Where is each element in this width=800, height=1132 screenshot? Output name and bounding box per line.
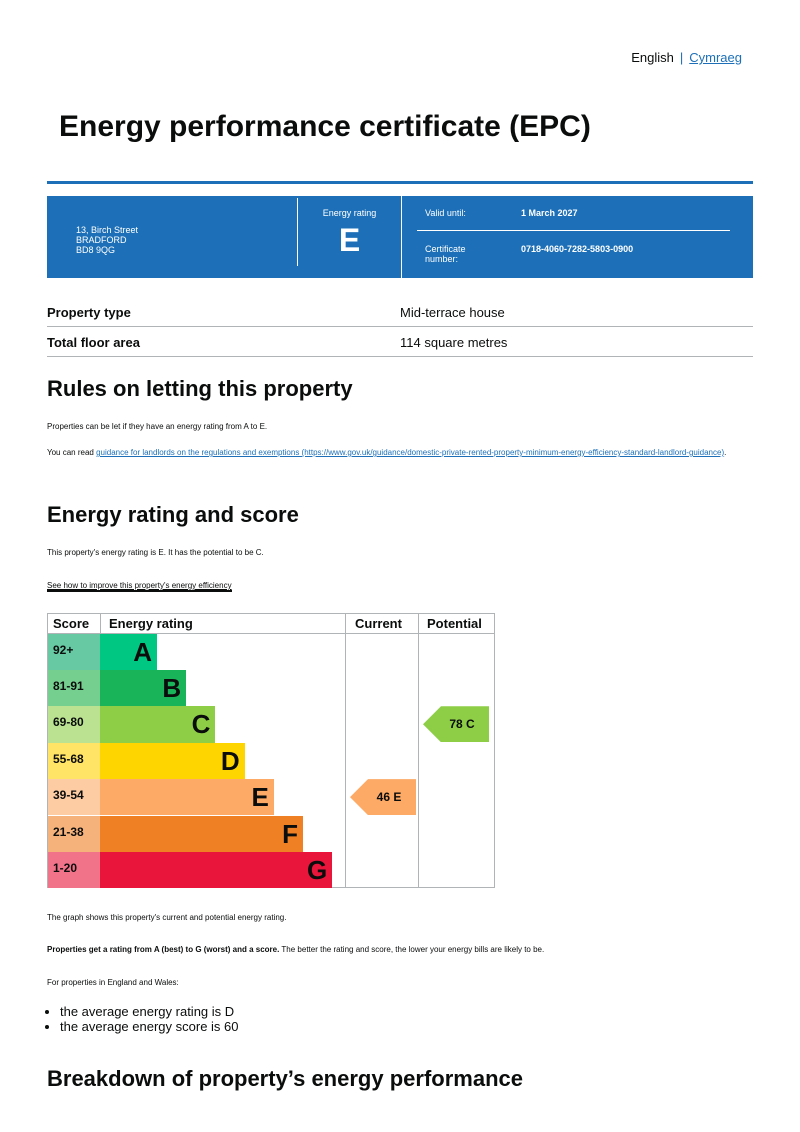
address-line: BD8 9QG bbox=[76, 245, 116, 255]
band-score: 69-80 bbox=[48, 706, 100, 743]
header-score: Score bbox=[53, 616, 90, 631]
letting-heading: Rules on letting this property bbox=[47, 376, 353, 401]
text: . bbox=[724, 448, 727, 457]
divider bbox=[48, 633, 494, 634]
language-switcher: English | Cymraeg bbox=[631, 50, 742, 65]
address: 13, Birch Street BRADFORD BD8 9QG bbox=[76, 225, 138, 255]
certificate-number-label: Certificate number: bbox=[425, 244, 466, 264]
header-potential: Potential bbox=[427, 616, 482, 631]
energy-rating-value: E bbox=[338, 222, 361, 258]
valid-until-value: 1 March 2027 bbox=[521, 208, 578, 218]
divider: | bbox=[679, 50, 684, 65]
certificate-banner: 13, Birch Street BRADFORD BD8 9QG Energy… bbox=[47, 196, 753, 278]
rating-heading: Energy rating and score bbox=[47, 502, 299, 527]
band-bar: A bbox=[100, 633, 157, 670]
header-energy-rating: Energy rating bbox=[109, 616, 193, 631]
address-line: 13, Birch Street bbox=[76, 225, 139, 235]
improve-efficiency-link[interactable]: See how to improve this property's energ… bbox=[47, 581, 232, 592]
band-row-d: 55-68 D bbox=[48, 742, 345, 780]
band-score: 92+ bbox=[48, 633, 100, 670]
rating-explanation: Properties get a rating from A (best) to… bbox=[47, 945, 747, 955]
floor-area-row: Total floor area 114 square metres bbox=[47, 327, 753, 357]
divider bbox=[100, 614, 101, 633]
guidance-link[interactable]: guidance for landlords on the regulation… bbox=[96, 448, 725, 457]
certificate-number-value: 0718-4060-7282-5803-0900 bbox=[521, 244, 634, 254]
band-row-c: 69-80 C bbox=[48, 706, 345, 743]
band-score: 55-68 bbox=[48, 742, 100, 780]
band-score: 1-20 bbox=[48, 851, 100, 889]
band-bar: D bbox=[100, 742, 245, 780]
averages-intro: For properties in England and Wales: bbox=[47, 978, 179, 987]
band-score: 81-91 bbox=[48, 669, 100, 707]
band-bar: F bbox=[100, 815, 303, 852]
band-bar: C bbox=[100, 706, 216, 743]
divider bbox=[418, 614, 419, 887]
letting-guidance-text: You can read guidance for landlords on t… bbox=[47, 448, 747, 458]
page-title: Energy performance certificate (EPC) bbox=[59, 110, 591, 143]
band-row-e: 39-54 E bbox=[48, 779, 345, 816]
breakdown-heading: Breakdown of property’s energy performan… bbox=[47, 1066, 523, 1091]
rating-text: This property's energy rating is E. It h… bbox=[47, 548, 264, 557]
graph-caption: The graph shows this property's current … bbox=[47, 913, 287, 922]
address-line: BRADFORD bbox=[76, 235, 127, 245]
row-value: Mid-terrace house bbox=[400, 305, 505, 320]
potential-rating-arrow: 78 C bbox=[423, 706, 489, 743]
language-english: English bbox=[631, 50, 674, 65]
row-label: Property type bbox=[47, 305, 131, 320]
energy-rating-graph: Score Energy rating Current Potential 92… bbox=[47, 613, 495, 889]
property-type-row: Property type Mid-terrace house bbox=[47, 297, 753, 327]
list-item: the average energy score is 60 bbox=[60, 1019, 239, 1034]
energy-rating-label: Energy rating bbox=[322, 208, 377, 218]
language-cymraeg-link[interactable]: Cymraeg bbox=[689, 50, 742, 65]
letting-text: Properties can be let if they have an en… bbox=[47, 422, 268, 431]
text: You can read bbox=[47, 448, 97, 457]
divider bbox=[345, 614, 346, 887]
divider bbox=[297, 198, 298, 266]
averages-list: the average energy rating is D the avera… bbox=[60, 1004, 239, 1034]
header-current: Current bbox=[355, 616, 402, 631]
row-label: Total floor area bbox=[47, 335, 140, 350]
divider bbox=[401, 196, 402, 278]
current-rating-arrow: 46 E bbox=[350, 779, 416, 816]
band-score: 21-38 bbox=[48, 815, 100, 852]
band-row-g: 1-20 G bbox=[48, 851, 345, 889]
band-row-a: 92+ A bbox=[48, 633, 345, 670]
text: Properties get a rating from A (best) to… bbox=[47, 945, 280, 954]
band-bar: E bbox=[100, 779, 274, 816]
valid-until-label: Valid until: bbox=[425, 208, 466, 218]
divider bbox=[417, 230, 730, 231]
band-row-b: 81-91 B bbox=[48, 669, 345, 707]
band-score: 39-54 bbox=[48, 779, 100, 816]
band-bar: B bbox=[100, 669, 187, 707]
row-value: 114 square metres bbox=[400, 335, 508, 350]
list-item: the average energy rating is D bbox=[60, 1004, 239, 1019]
band-bar: G bbox=[100, 851, 333, 889]
title-rule bbox=[47, 181, 753, 184]
band-row-f: 21-38 F bbox=[48, 815, 345, 852]
text: The better the rating and score, the low… bbox=[279, 945, 545, 954]
